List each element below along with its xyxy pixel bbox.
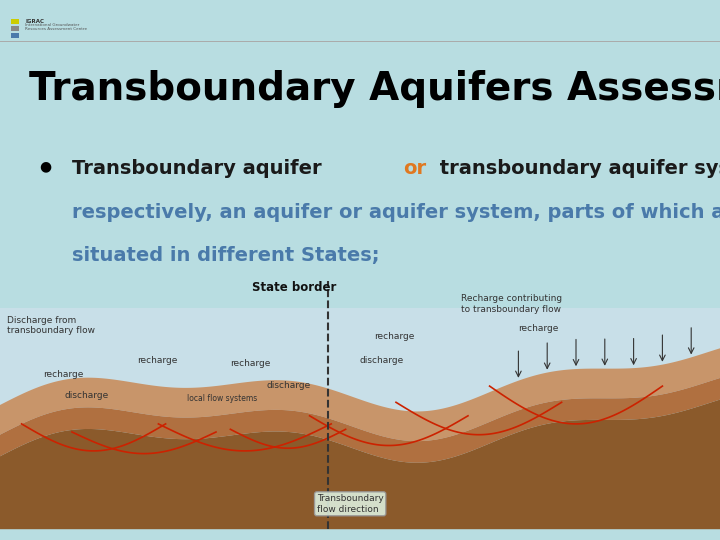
Text: respectively, an aquifer or aquifer system, parts of which are: respectively, an aquifer or aquifer syst… (72, 202, 720, 221)
Text: transboundary aquifer system: transboundary aquifer system (433, 159, 720, 178)
Polygon shape (0, 378, 720, 463)
Text: recharge: recharge (230, 359, 271, 368)
Text: recharge: recharge (137, 356, 177, 366)
Text: situated in different States;: situated in different States; (72, 246, 379, 265)
Text: Resources Assessment Centre: Resources Assessment Centre (25, 27, 87, 31)
Text: discharge: discharge (65, 392, 109, 401)
Bar (0, 308, 720, 529)
Text: International Groundwater: International Groundwater (25, 23, 80, 27)
Bar (11, 33, 19, 38)
Text: Discharge from
transboundary flow: Discharge from transboundary flow (7, 316, 95, 335)
Text: recharge: recharge (518, 324, 559, 333)
Text: IGRAC: IGRAC (25, 19, 44, 24)
Text: recharge: recharge (43, 370, 84, 379)
Text: recharge: recharge (374, 332, 415, 341)
Text: discharge: discharge (266, 381, 310, 390)
Text: State border: State border (252, 281, 336, 294)
Text: local flow systems: local flow systems (187, 394, 258, 403)
Bar (11, 19, 19, 24)
Text: Transboundary Aquifers Assessment: Transboundary Aquifers Assessment (29, 70, 720, 108)
Text: or: or (402, 159, 426, 178)
Polygon shape (0, 400, 720, 529)
Text: Transboundary aquifer: Transboundary aquifer (72, 159, 328, 178)
Bar (11, 26, 19, 31)
Text: discharge: discharge (360, 356, 404, 366)
Text: ●: ● (40, 159, 52, 173)
Text: Transboundary
flow direction: Transboundary flow direction (317, 494, 384, 514)
Polygon shape (0, 348, 720, 441)
Text: Recharge contributing
to transboundary flow: Recharge contributing to transboundary f… (461, 294, 562, 314)
